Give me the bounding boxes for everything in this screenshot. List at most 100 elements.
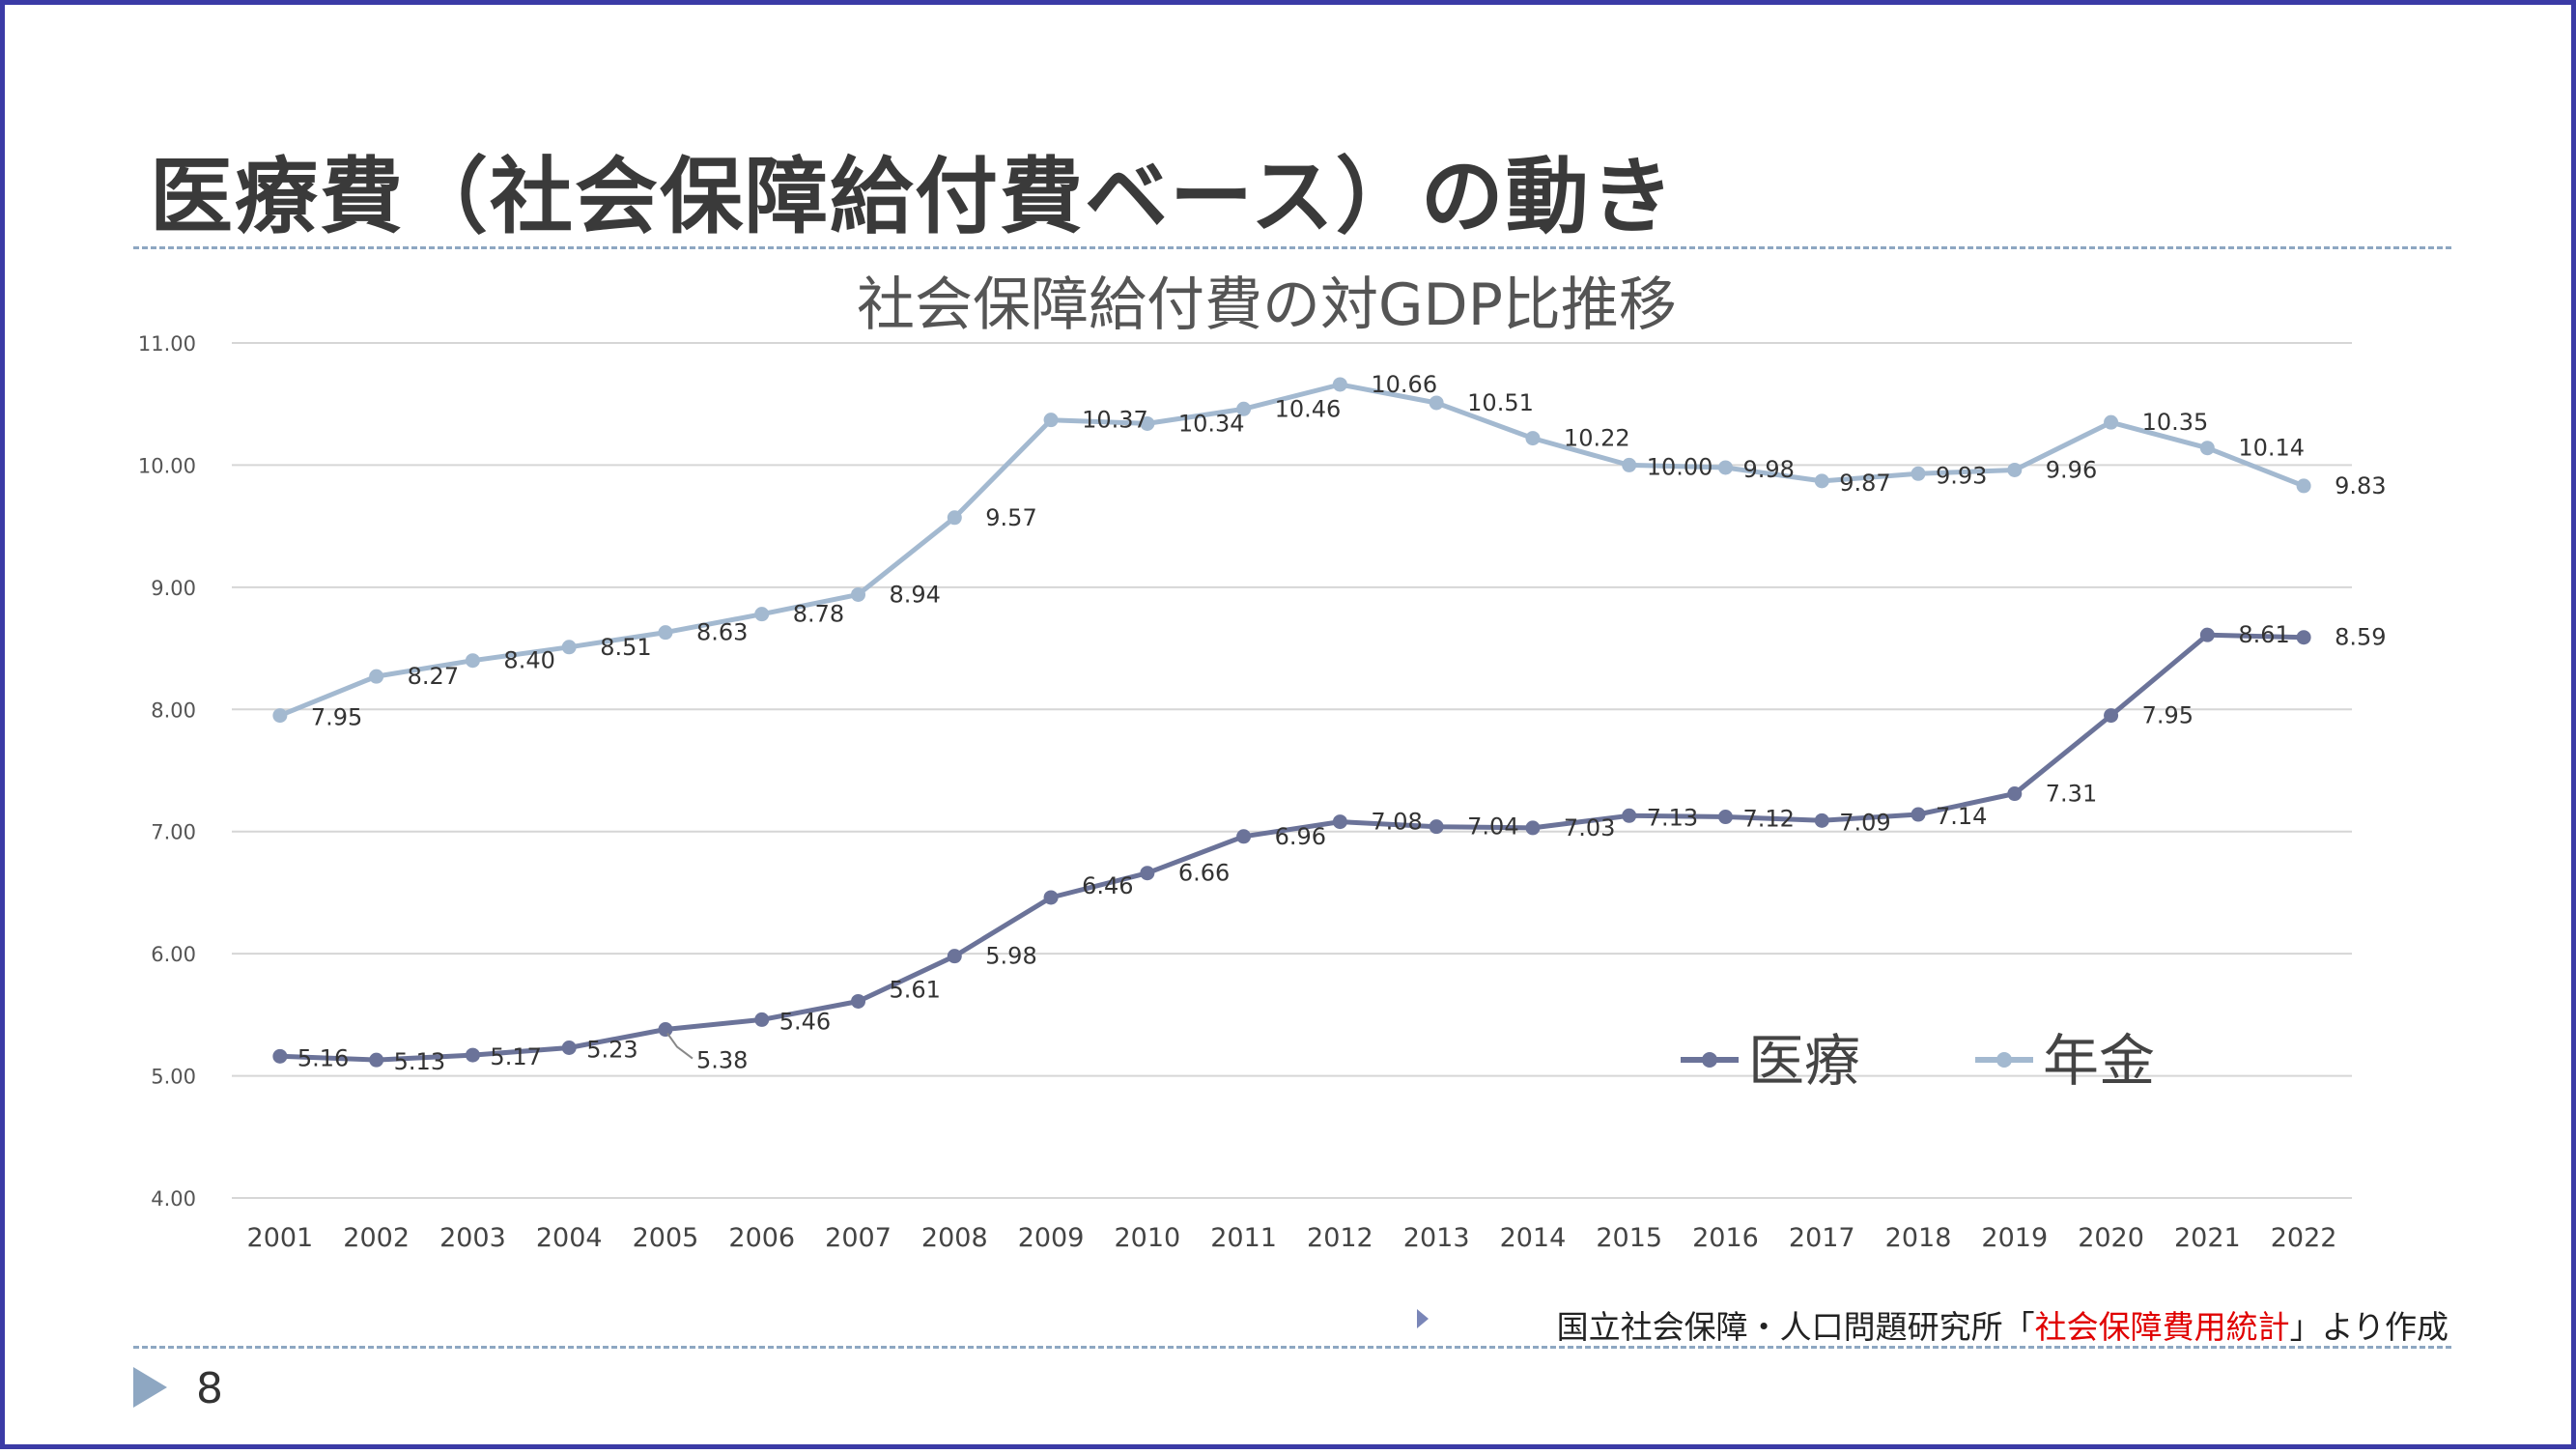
data-point: [1236, 829, 1252, 844]
source-note: 国立社会保障・人口問題研究所「社会保障費用統計」より作成: [1557, 1301, 2449, 1348]
data-label: 9.93: [1936, 462, 1987, 489]
x-tick-label: 2017: [1789, 1223, 1855, 1253]
data-point: [1429, 819, 1444, 835]
data-point: [2296, 478, 2311, 494]
x-tick-label: 2015: [1596, 1223, 1662, 1253]
data-point: [1717, 460, 1733, 475]
x-tick-label: 2002: [343, 1223, 410, 1253]
data-label: 9.87: [1839, 470, 1890, 497]
data-label: 10.37: [1082, 407, 1148, 434]
source-suffix: 」より作成: [2289, 1308, 2449, 1346]
data-label: 9.98: [1742, 456, 1794, 483]
chart-series: [272, 377, 2311, 1068]
data-label: 5.17: [490, 1043, 541, 1070]
data-label: 10.34: [1178, 410, 1245, 437]
x-tick-label: 2008: [921, 1223, 988, 1253]
x-tick-label: 2013: [1403, 1223, 1470, 1253]
x-tick-label: 2007: [825, 1223, 892, 1253]
x-tick-label: 2009: [1018, 1223, 1085, 1253]
slide-title: 医療費（社会保障給付費ベース）の動き: [150, 148, 1676, 245]
data-point: [465, 1047, 480, 1063]
data-point: [2296, 630, 2311, 645]
data-point: [1622, 457, 1637, 472]
x-tick-label: 2020: [2078, 1223, 2144, 1253]
x-tick-label: 2001: [247, 1223, 314, 1253]
data-label: 8.40: [503, 647, 554, 674]
data-label: 7.14: [1936, 803, 1987, 830]
x-tick-label: 2011: [1210, 1223, 1277, 1253]
legend-label: 年金: [2043, 1028, 2155, 1094]
y-tick-label: 4.00: [151, 1187, 196, 1211]
data-label: 7.04: [1467, 813, 1518, 841]
data-point: [1525, 820, 1541, 836]
y-tick-label: 9.00: [151, 577, 196, 600]
data-point: [1525, 431, 1541, 446]
data-point: [658, 625, 673, 641]
data-label: 7.95: [311, 704, 362, 731]
data-point: [1429, 395, 1444, 411]
data-point: [2199, 441, 2215, 456]
x-tick-label: 2014: [1500, 1223, 1567, 1253]
data-label: 8.27: [408, 663, 459, 690]
data-label: 5.38: [696, 1047, 748, 1074]
data-point: [1332, 377, 1347, 392]
x-tick-label: 2019: [1981, 1223, 2048, 1253]
data-label: 6.96: [1275, 823, 1326, 850]
data-label: 8.78: [793, 601, 844, 628]
x-tick-label: 2003: [439, 1223, 506, 1253]
x-tick-label: 2005: [633, 1223, 699, 1253]
data-point: [1814, 473, 1829, 489]
data-label: 9.96: [2046, 456, 2097, 483]
data-label: 10.22: [1564, 425, 1630, 452]
data-point: [2104, 708, 2119, 724]
series-line-nenkin: [278, 382, 2306, 718]
series-line-iryo: [279, 632, 2305, 1063]
data-label: 6.66: [1178, 860, 1230, 887]
chart-grid: [232, 342, 2352, 1199]
data-point: [369, 669, 384, 684]
data-labels: 5.16 5.13 5.17 5.23 5.38 5.46 5.61 5.98 6.46 6.66…: [297, 371, 2387, 1075]
data-point: [272, 708, 288, 724]
y-tick-label: 7.00: [151, 821, 196, 844]
data-label: 10.46: [1275, 395, 1342, 422]
data-point: [851, 586, 866, 602]
data-label: 7.95: [2142, 702, 2194, 729]
data-point: [754, 607, 770, 622]
data-label: 5.13: [394, 1048, 445, 1075]
footer-divider: [133, 1346, 2451, 1349]
data-label: 8.51: [600, 634, 651, 661]
data-point: [465, 653, 480, 669]
data-point: [1140, 866, 1155, 881]
data-label: 7.08: [1371, 809, 1422, 836]
data-point: [2007, 462, 2023, 477]
legend-marker: [1996, 1052, 2012, 1068]
data-point: [947, 949, 962, 964]
x-tick-label: 2016: [1692, 1223, 1759, 1253]
source-prefix: 国立社会保障・人口問題研究所「: [1556, 1308, 2035, 1346]
leader-line: [666, 1032, 694, 1060]
y-tick-label: 5.00: [151, 1066, 196, 1089]
data-point: [1043, 890, 1059, 905]
data-label: 10.66: [1371, 371, 1437, 398]
data-label: 10.00: [1647, 453, 1713, 480]
data-label: 5.98: [985, 943, 1036, 970]
data-label: 8.61: [2238, 621, 2289, 648]
data-label: 7.31: [2046, 781, 2097, 808]
data-point: [1622, 808, 1637, 823]
data-point: [1911, 466, 1926, 481]
data-point: [2199, 627, 2215, 642]
x-tick-label: 2006: [728, 1223, 795, 1253]
data-label: 5.23: [586, 1036, 637, 1063]
data-point: [1332, 814, 1347, 830]
data-label: 5.16: [297, 1044, 349, 1071]
y-tick-label: 6.00: [151, 943, 196, 966]
data-label: 7.12: [1742, 806, 1794, 833]
data-point: [947, 510, 962, 526]
y-tick-label: 11.00: [138, 332, 196, 356]
data-label: 9.57: [985, 504, 1036, 531]
x-axis: 2001 2002 2003 2004 2005 2006 2007 2008 2009 2010…: [247, 1223, 2337, 1253]
data-point: [2007, 786, 2023, 802]
x-tick-label: 2012: [1307, 1223, 1373, 1253]
